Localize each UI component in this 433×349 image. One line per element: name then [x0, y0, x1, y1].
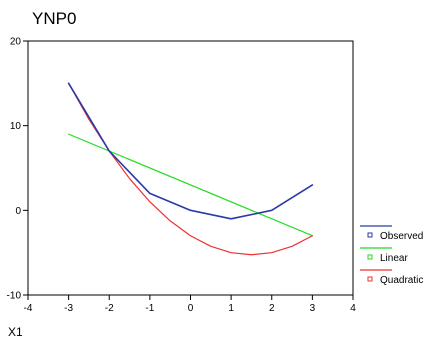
x-tick-label: -2	[105, 303, 114, 314]
y-tick-label: 20	[10, 37, 22, 48]
series-line-linear	[68, 133, 313, 237]
legend-label-observed: Observed	[380, 231, 423, 242]
x-tick-label: 0	[188, 303, 194, 314]
series-line-quadratic	[68, 82, 313, 256]
x-tick-label: -4	[24, 303, 33, 314]
chart-title: YNP0	[32, 9, 77, 28]
x-tick-label: 2	[269, 303, 275, 314]
x-axis-label: X1	[8, 325, 23, 339]
y-tick-label: -10	[7, 291, 22, 302]
legend-label-quadratic: Quadratic	[380, 275, 423, 286]
x-tick-label: 4	[350, 303, 356, 314]
series-line-observed	[67, 82, 314, 220]
x-tick-label: 3	[310, 303, 316, 314]
x-tick-label: 1	[228, 303, 234, 314]
x-tick-label: -1	[145, 303, 154, 314]
legend-marker-observed	[367, 232, 373, 238]
legend-label-linear: Linear	[380, 253, 408, 264]
plot-frame	[27, 40, 354, 296]
y-tick-label: 10	[10, 121, 22, 132]
y-tick-label: 0	[15, 206, 21, 217]
x-tick-label: -3	[64, 303, 73, 314]
legend-marker-quadratic	[367, 276, 373, 282]
legend-marker-linear	[367, 254, 373, 260]
